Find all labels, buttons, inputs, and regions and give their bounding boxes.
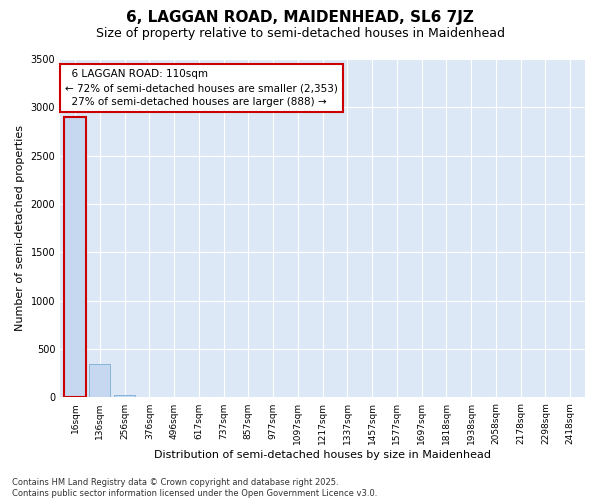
Bar [64,117,86,398]
Text: 6, LAGGAN ROAD, MAIDENHEAD, SL6 7JZ: 6, LAGGAN ROAD, MAIDENHEAD, SL6 7JZ [126,10,474,25]
X-axis label: Distribution of semi-detached houses by size in Maidenhead: Distribution of semi-detached houses by … [154,450,491,460]
Y-axis label: Number of semi-detached properties: Number of semi-detached properties [15,125,25,331]
Text: Size of property relative to semi-detached houses in Maidenhead: Size of property relative to semi-detach… [95,28,505,40]
Text: 6 LAGGAN ROAD: 110sqm
← 72% of semi-detached houses are smaller (2,353)
  27% of: 6 LAGGAN ROAD: 110sqm ← 72% of semi-deta… [65,69,338,107]
Bar [114,394,135,398]
Bar [89,364,110,398]
Text: Contains HM Land Registry data © Crown copyright and database right 2025.
Contai: Contains HM Land Registry data © Crown c… [12,478,377,498]
